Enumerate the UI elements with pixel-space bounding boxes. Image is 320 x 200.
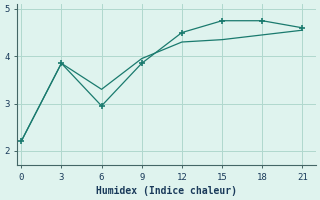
X-axis label: Humidex (Indice chaleur): Humidex (Indice chaleur) xyxy=(96,186,237,196)
